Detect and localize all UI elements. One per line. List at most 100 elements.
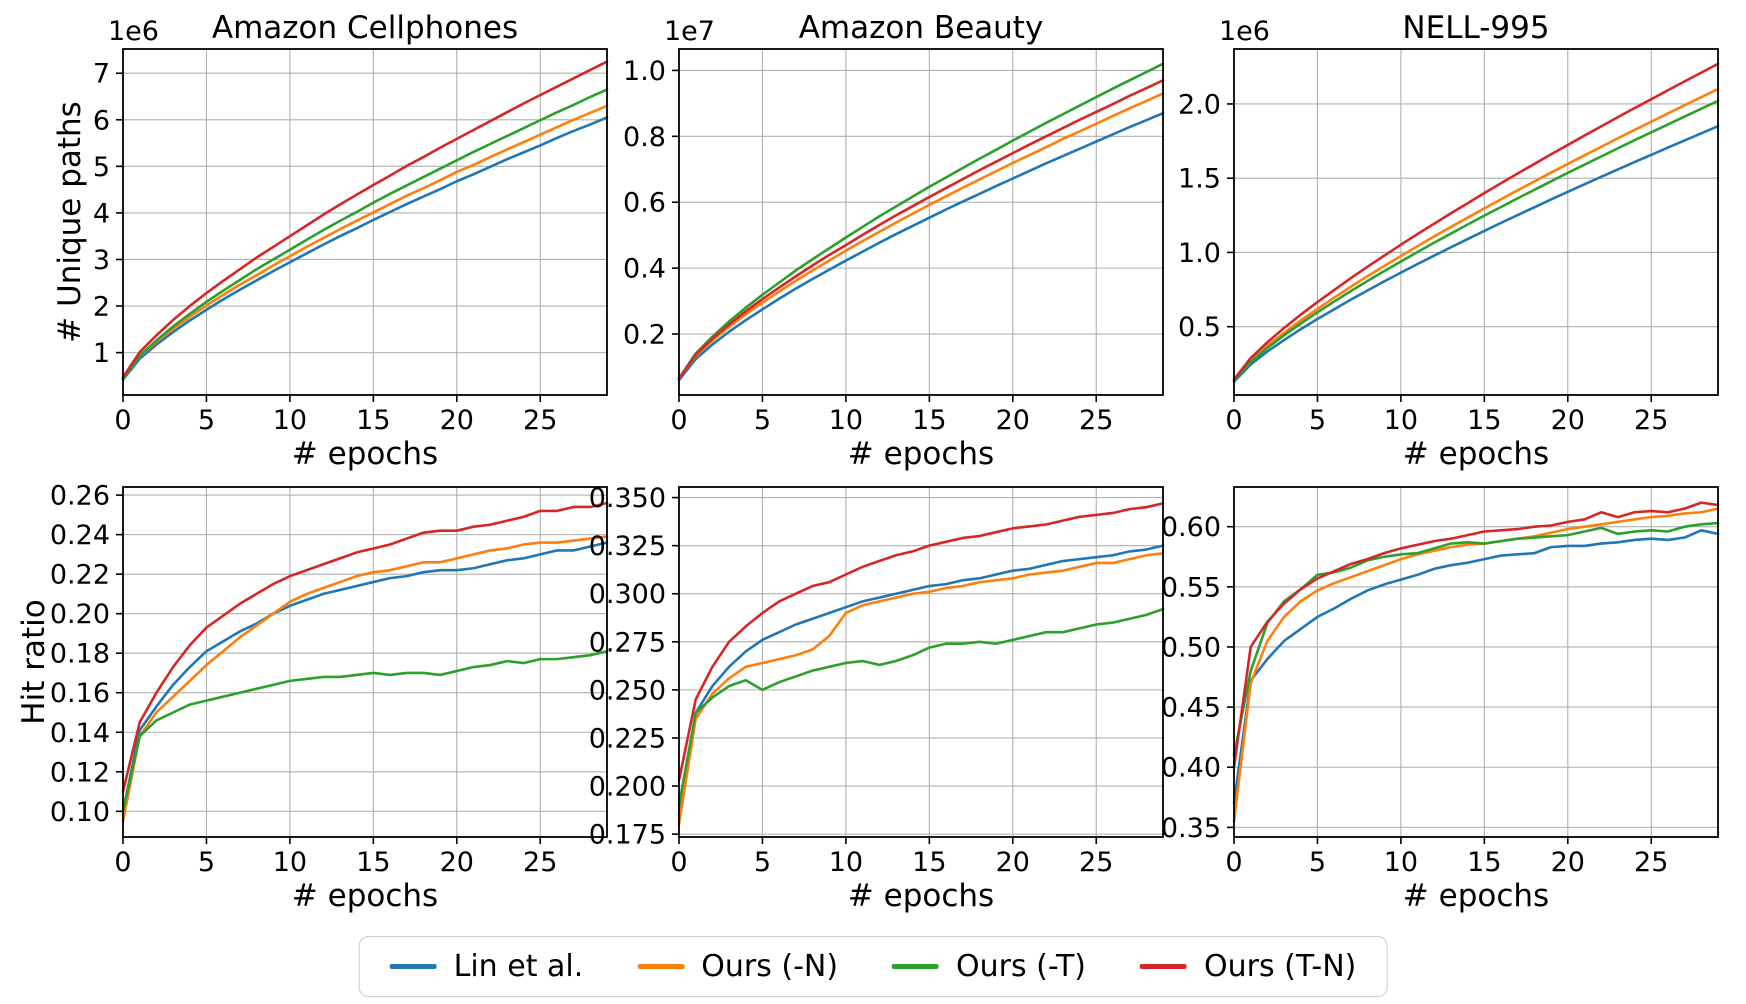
y-tick-label: 0.40 [1161, 753, 1221, 784]
y-axis-scale-label: 1e6 [1219, 16, 1270, 47]
x-tick-label: 15 [1467, 405, 1501, 436]
y-axis-label: Hit ratio [16, 599, 52, 724]
x-tick-label: 0 [670, 847, 687, 878]
y-axis-label: # Unique paths [52, 101, 88, 343]
x-tick-label: 0 [114, 847, 131, 878]
legend-item-label: Lin et al. [453, 949, 584, 984]
y-tick-label: 0.275 [589, 627, 666, 658]
y-tick-label: 0.26 [50, 481, 110, 512]
x-tick-label: 5 [198, 405, 215, 436]
x-tick-label: 10 [829, 405, 863, 436]
x-tick-label: 25 [523, 405, 557, 436]
y-tick-label: 0.300 [589, 579, 666, 610]
plot-frame [1233, 48, 1719, 396]
x-tick-label: 10 [1384, 405, 1418, 436]
y-tick-label: 0.175 [589, 820, 666, 851]
y-tick-label: 0.14 [50, 718, 110, 749]
y-tick-label: 6 [93, 105, 110, 136]
legend-item-label: Ours (T-N) [1203, 949, 1357, 984]
y-tick-label: 0.8 [623, 122, 666, 153]
x-tick-label: 25 [1079, 405, 1113, 436]
series-line-ours-t-n [677, 79, 1165, 380]
chart-nell-995-unique-paths: 0 5 10 15 20 25 0.5 1.0 1.5 2.0 NELL-995 1e6 # epoch… [1178, 10, 1720, 472]
y-tick-label: 0.12 [50, 757, 110, 788]
x-tick-label: 10 [829, 847, 863, 878]
y-axis-scale-label: 1e6 [108, 16, 159, 47]
x-tick-label: 15 [912, 405, 946, 436]
y-tick-label: 0.10 [50, 797, 110, 828]
x-tick-label: 0 [1225, 405, 1242, 436]
series-line-lin-et-al [121, 116, 609, 381]
series-line-ours-t [1232, 99, 1720, 383]
series-line-lin-et-al [1232, 528, 1720, 805]
x-tick-label: 5 [1309, 847, 1326, 878]
y-tick-label: 0.250 [589, 675, 666, 706]
x-tick-label: 5 [1309, 405, 1326, 436]
y-tick-label: 0.35 [1161, 813, 1221, 844]
x-tick-label: 10 [1384, 847, 1418, 878]
legend-line-swatch-icon [892, 964, 940, 969]
series-line-ours-n [677, 552, 1165, 826]
series-line-ours-t [677, 62, 1165, 380]
y-tick-label: 1.0 [623, 56, 666, 87]
x-tick-label: 0 [1225, 847, 1242, 878]
legend-item-ours-minus-n: Ours (-N) [637, 949, 838, 984]
y-tick-label: 0.225 [589, 723, 666, 754]
x-tick-label: 5 [754, 405, 771, 436]
series-line-ours-n [1232, 87, 1720, 382]
legend-item-label: Ours (-T) [956, 949, 1086, 984]
y-tick-label: 0.24 [50, 520, 110, 551]
y-tick-label: 0.325 [589, 531, 666, 562]
x-tick-label: 10 [273, 405, 307, 436]
plot-frame [122, 48, 608, 396]
series-line-ours-t-n [1232, 501, 1720, 769]
plot-frame [678, 48, 1164, 396]
y-tick-label: 0.4 [623, 254, 666, 285]
x-axis-label: # epochs [292, 436, 438, 472]
charts-svg: 0 5 10 15 20 25 1 2 3 4 5 6 7 Amazon Cellphones 1e6 # e… [16, 10, 1720, 914]
y-tick-label: 1.5 [1178, 164, 1221, 195]
chart-amazon-cellphones-hit-ratio: 0 5 10 15 20 25 0.10 0.12 0.14 0.16 0.18 0.20 0.22 0.… [16, 481, 609, 914]
series-line-lin-et-al [677, 111, 1165, 382]
y-tick-label: 0.2 [623, 320, 666, 351]
y-tick-label: 0.50 [1161, 632, 1221, 663]
series-line-ours-t [677, 607, 1165, 807]
plot-frame [678, 486, 1164, 838]
y-tick-label: 0.16 [50, 678, 110, 709]
x-tick-label: 20 [1551, 405, 1585, 436]
plot-frame [122, 486, 608, 838]
series-line-lin-et-al [121, 541, 609, 813]
legend-item-ours-minus-t: Ours (-T) [892, 949, 1086, 984]
x-tick-label: 25 [1079, 847, 1113, 878]
y-tick-label: 0.200 [589, 772, 666, 803]
x-tick-label: 15 [912, 847, 946, 878]
x-tick-label: 15 [356, 405, 390, 436]
y-tick-label: 4 [93, 198, 110, 229]
plot-frame [1233, 486, 1719, 838]
chart-amazon-cellphones-unique-paths: 0 5 10 15 20 25 1 2 3 4 5 6 7 Amazon Cellphones 1e6 # e… [52, 10, 609, 472]
chart-title: Amazon Cellphones [212, 10, 518, 46]
series-line-ours-t-n [1232, 62, 1720, 381]
series-line-ours-t [121, 88, 609, 381]
series-line-ours-n [121, 535, 609, 823]
x-tick-label: 15 [356, 847, 390, 878]
y-axis-scale-label: 1e7 [664, 16, 715, 47]
chart-nell-995-hit-ratio: 0 5 10 15 20 25 0.35 0.40 0.45 0.50 0.55 0.60 # epoc… [1161, 486, 1720, 914]
y-tick-label: 0.5 [1178, 312, 1221, 343]
x-tick-label: 20 [440, 847, 474, 878]
y-tick-label: 0.22 [50, 560, 110, 591]
y-tick-label: 0.20 [50, 599, 110, 630]
legend-line-swatch-icon [389, 964, 437, 969]
x-tick-label: 10 [273, 847, 307, 878]
x-axis-label: # epochs [1403, 878, 1549, 914]
chart-title: Amazon Beauty [799, 10, 1044, 46]
x-tick-label: 20 [440, 405, 474, 436]
y-tick-label: 0.18 [50, 639, 110, 670]
x-axis-label: # epochs [848, 878, 994, 914]
y-tick-label: 0.350 [589, 483, 666, 514]
chart-amazon-beauty-unique-paths: 0 5 10 15 20 25 0.2 0.4 0.6 0.8 1.0 Amazon Beauty 1e… [623, 10, 1165, 472]
legend-item-ours-t-n: Ours (T-N) [1139, 949, 1357, 984]
x-tick-label: 20 [996, 405, 1030, 436]
x-tick-label: 20 [996, 847, 1030, 878]
y-tick-label: 2 [93, 292, 110, 323]
